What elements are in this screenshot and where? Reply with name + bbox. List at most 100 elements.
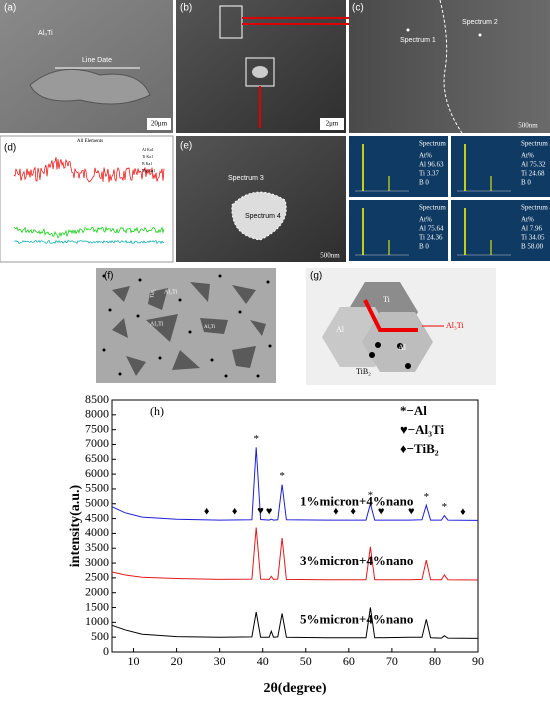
phase-label: Al₃Ti	[164, 289, 178, 295]
xrd-curve	[111, 607, 479, 639]
legend-entry: ♥−Al₃Ti	[400, 422, 444, 437]
spectrum-box	[451, 136, 550, 197]
panel-label: (g)	[310, 271, 322, 282]
y-tick-label: 2000	[85, 584, 109, 598]
boride-label: TiB₂	[150, 288, 157, 298]
y-tick-label: 4000	[85, 525, 109, 539]
panel-label: (e)	[180, 141, 192, 152]
spectrum-name: Spectrum 2	[521, 140, 550, 148]
peak-marker: ♦	[350, 506, 356, 518]
phase-label: Al₃Ti	[204, 325, 216, 330]
spectrum-line: B 0	[419, 179, 429, 187]
y-axis-label: intensity(a.u.)	[68, 484, 83, 567]
boundary	[439, 0, 463, 134]
spectrum-label: Spectrum 1	[400, 37, 436, 44]
y-tick-label: 3000	[85, 555, 109, 569]
spectrum-line: At%	[419, 216, 432, 224]
peak-marker: ♥	[378, 506, 385, 518]
panel-label: (d)	[4, 143, 16, 154]
x-tick-label: 90	[472, 654, 484, 668]
series-label: 3%micron+4%nano	[300, 553, 413, 568]
spectrum-line: Al 75.64	[419, 225, 444, 233]
peak-marker: *	[424, 491, 430, 503]
al3ti-layer	[363, 299, 418, 332]
point	[478, 33, 482, 37]
spectrum-line: Al 96.63	[419, 161, 444, 169]
y-tick-label: 1500	[85, 599, 109, 613]
spectrum-label: Spectrum 3	[228, 175, 264, 182]
linescan-trace	[13, 157, 165, 183]
arrow	[242, 17, 350, 25]
spectrum-box	[349, 200, 448, 261]
spectrum-line: Ti 34.05	[521, 234, 545, 242]
particle	[252, 66, 268, 78]
linescan-title: All Elements	[77, 139, 103, 144]
spectrum-box	[451, 200, 550, 261]
spectrum-line: Al 75.32	[521, 161, 546, 169]
spectrum-name: Spectrum 1	[419, 140, 452, 148]
peak-marker: ♥	[257, 505, 264, 517]
y-tick-label: 0	[103, 644, 109, 658]
x-tick-label: 10	[128, 654, 140, 668]
spectrum-line: B 0	[419, 243, 429, 251]
spectrum-label: Spectrum 2	[462, 19, 498, 26]
al-label: Al	[336, 325, 345, 334]
panel-f: (f) Al₃Ti Al₃Ti Al₃Ti TiB₂	[96, 268, 276, 383]
x-tick-label: 60	[343, 654, 355, 668]
scale-bar: 500nm	[320, 252, 340, 260]
scale-bar: 2μm	[326, 120, 339, 128]
scale-box	[147, 118, 171, 130]
y-tick-label: 2500	[85, 570, 109, 584]
line-label: Line Date	[82, 57, 112, 64]
y-tick-label: 6500	[85, 451, 109, 465]
x-tick-label: 20	[171, 654, 183, 668]
linescan-trace	[14, 239, 165, 245]
peak-marker: *	[442, 501, 448, 513]
x-tick-label: 30	[214, 654, 226, 668]
series-label: 1%micron+4%nano	[300, 493, 413, 508]
x-tick-label: 40	[257, 654, 269, 668]
panel-b: (b) 2μm	[176, 0, 350, 133]
scale-bar: 20μm	[151, 120, 168, 128]
al-label: Al	[398, 343, 407, 352]
panel-g: (g) Ti Al Al Al₃Ti TiB₂	[306, 268, 496, 385]
peak-marker: ♦	[460, 506, 466, 518]
legend-entry: Ti Ka1	[142, 154, 153, 159]
panel-label: (a)	[4, 3, 16, 14]
legend-entry: ♦−TiB₂	[400, 441, 439, 456]
spectrum-line: Ti 24.68	[521, 170, 545, 178]
y-tick-label: 5000	[85, 496, 109, 510]
y-tick-label: 8000	[85, 407, 109, 421]
y-tick-label: 8500	[85, 392, 109, 406]
peak-marker: ♦	[204, 505, 210, 517]
phase-label: Al₃Ti	[38, 30, 53, 37]
legend-entry: *−Al	[400, 403, 427, 418]
boride-label: TiB₂	[356, 367, 371, 376]
zoom-box	[219, 5, 243, 39]
panel-c: (c) Spectrum 1 Spectrum 2 500nm	[349, 0, 550, 134]
panel-label: (h)	[150, 404, 164, 418]
y-tick-label: 500	[91, 629, 109, 643]
panel-d: (d) All Elements Al Ka1 Ti Ka1 B Ka1 Mg Ka1	[0, 135, 174, 263]
panel-label: (c)	[352, 3, 364, 14]
spectrum-line: At%	[521, 152, 534, 160]
spectrum-line: Ti 24.36	[419, 234, 443, 242]
micrograph	[0, 0, 173, 133]
ti-label: Ti	[383, 295, 391, 304]
peak-marker: *	[253, 433, 259, 445]
spectrum-label: Spectrum 4	[245, 213, 281, 220]
y-tick-label: 7000	[85, 436, 109, 450]
x-tick-label: 70	[386, 654, 398, 668]
scale-bar: 500nm	[518, 122, 538, 130]
series-label: 5%micron+4%nano	[300, 611, 413, 626]
linescan-trace	[13, 225, 165, 239]
x-axis-label: 2θ(degree)	[263, 681, 326, 696]
panel-a: (a) Al₃Ti Line Date 20μm	[0, 0, 173, 133]
spectrum-line: B 0	[521, 179, 531, 187]
spectrum-name: Spectrum 4	[521, 204, 550, 212]
plot-frame	[111, 399, 479, 653]
panel-e: (e) Spectrum 3 Spectrum 4 500nm	[176, 136, 346, 262]
y-tick-label: 5500	[85, 481, 109, 495]
